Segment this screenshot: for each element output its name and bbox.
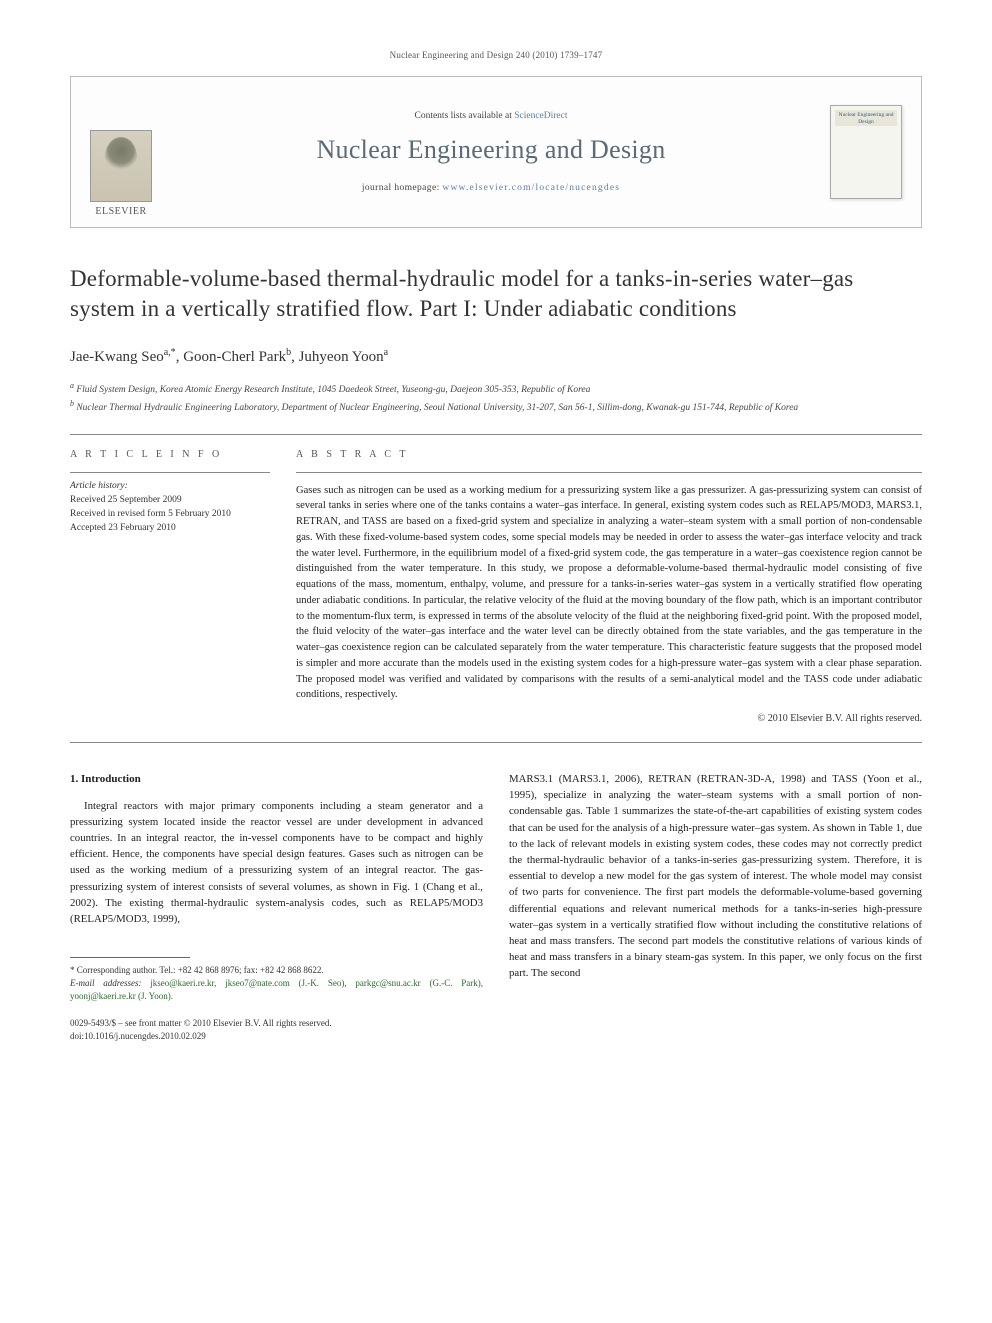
abstract-rule (296, 472, 922, 473)
cover-block: Nuclear Engineering and Design (811, 77, 921, 227)
affiliation-a-text: Fluid System Design, Korea Atomic Energy… (76, 385, 590, 395)
doi-line: doi:10.1016/j.nucengdes.2010.02.029 (70, 1030, 483, 1043)
affiliation-b: b Nuclear Thermal Hydraulic Engineering … (70, 398, 922, 416)
journal-cover-icon: Nuclear Engineering and Design (830, 105, 902, 199)
author-3: Juhyeon Yoona (299, 349, 388, 365)
banner-center: Contents lists available at ScienceDirec… (171, 77, 811, 227)
history-revised: Received in revised form 5 February 2010 (70, 507, 270, 521)
history-label: Article history: (70, 481, 270, 491)
author-3-markers: a (384, 347, 388, 358)
intro-left-para: Integral reactors with major primary com… (70, 798, 483, 928)
authors-line: Jae-Kwang Seoa,*, Goon-Cherl Parkb, Juhy… (70, 347, 922, 366)
footnote-rule (70, 957, 190, 958)
emails-label: E-mail addresses: (70, 978, 141, 988)
author-2-markers: b (286, 347, 291, 358)
author-1: Jae-Kwang Seoa,* (70, 349, 176, 365)
contents-prefix: Contents lists available at (414, 111, 514, 121)
homepage-link[interactable]: www.elsevier.com/locate/nucengdes (442, 183, 620, 193)
author-1-name: Jae-Kwang Seo (70, 349, 164, 365)
emails-line: E-mail addresses: jkseo@kaeri.re.kr, jks… (70, 977, 483, 1003)
publisher-label: ELSEVIER (95, 206, 146, 217)
author-1-markers: a,* (164, 347, 176, 358)
journal-title: Nuclear Engineering and Design (191, 135, 791, 165)
abstract-block: A B S T R A C T Gases such as nitrogen c… (296, 449, 922, 725)
history-accepted: Accepted 23 February 2010 (70, 521, 270, 535)
contents-line: Contents lists available at ScienceDirec… (191, 111, 791, 121)
section-1-heading: 1. Introduction (70, 771, 483, 788)
homepage-line: journal homepage: www.elsevier.com/locat… (191, 183, 791, 193)
affiliation-b-text: Nuclear Thermal Hydraulic Engineering La… (76, 403, 798, 413)
publisher-block: ELSEVIER (71, 77, 171, 227)
homepage-prefix: journal homepage: (362, 183, 443, 193)
history-received: Received 25 September 2009 (70, 493, 270, 507)
rule-bottom (70, 742, 922, 743)
body-columns: 1. Introduction Integral reactors with m… (70, 771, 922, 1042)
meta-row: A R T I C L E I N F O Article history: R… (70, 435, 922, 743)
abstract-text: Gases such as nitrogen can be used as a … (296, 483, 922, 704)
issn-line: 0029-5493/$ – see front matter © 2010 El… (70, 1017, 483, 1030)
info-rule (70, 472, 270, 473)
affiliation-a: a Fluid System Design, Korea Atomic Ener… (70, 380, 922, 398)
corr-author-line: * Corresponding author. Tel.: +82 42 868… (70, 964, 483, 977)
author-3-name: Juhyeon Yoon (299, 349, 384, 365)
intro-right-para: MARS3.1 (MARS3.1, 2006), RETRAN (RETRAN-… (509, 771, 922, 981)
article-title: Deformable-volume-based thermal-hydrauli… (70, 264, 922, 325)
author-2: Goon-Cherl Parkb (183, 349, 291, 365)
author-2-name: Goon-Cherl Park (183, 349, 286, 365)
copyright: © 2010 Elsevier B.V. All rights reserved… (296, 713, 922, 724)
doi-block: 0029-5493/$ – see front matter © 2010 El… (70, 1017, 483, 1042)
info-heading: A R T I C L E I N F O (70, 449, 270, 460)
body-col-right: MARS3.1 (MARS3.1, 2006), RETRAN (RETRAN-… (509, 771, 922, 1042)
page: Nuclear Engineering and Design 240 (2010… (0, 0, 992, 1082)
journal-banner: ELSEVIER Contents lists available at Sci… (70, 76, 922, 228)
cover-label: Nuclear Engineering and Design (831, 112, 901, 125)
abstract-heading: A B S T R A C T (296, 449, 922, 460)
sciencedirect-link[interactable]: ScienceDirect (514, 111, 567, 121)
elsevier-logo-icon (90, 130, 152, 202)
corresponding-footnote: * Corresponding author. Tel.: +82 42 868… (70, 957, 483, 1003)
running-header: Nuclear Engineering and Design 240 (2010… (70, 50, 922, 60)
article-info: A R T I C L E I N F O Article history: R… (70, 449, 270, 725)
body-col-left: 1. Introduction Integral reactors with m… (70, 771, 483, 1042)
affiliations: a Fluid System Design, Korea Atomic Ener… (70, 380, 922, 416)
